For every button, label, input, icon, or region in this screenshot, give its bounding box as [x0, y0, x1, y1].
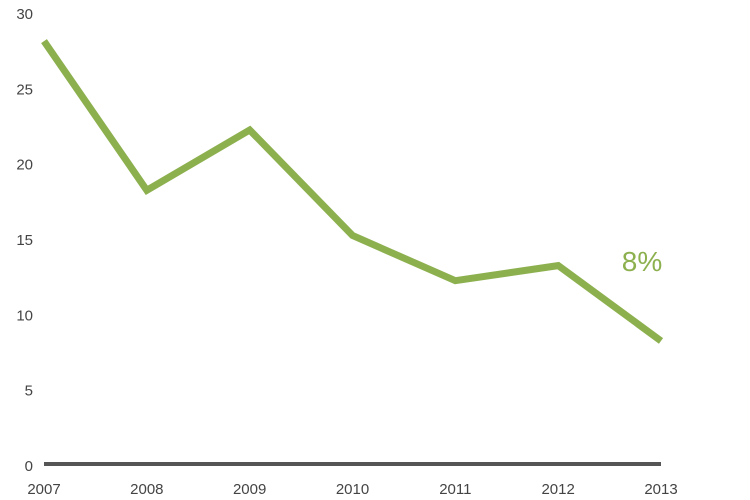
value-annotation: 8%: [622, 246, 662, 277]
y-tick-label: 10: [16, 307, 33, 324]
x-axis-ticks: 2007 2008 2009 2010 2011 2012 2013: [27, 481, 677, 498]
y-tick-label: 20: [16, 157, 33, 174]
y-tick-label: 25: [16, 81, 33, 98]
series-line: [41, 39, 664, 344]
x-tick-label: 2013: [644, 481, 677, 498]
x-tick-label: 2007: [27, 481, 60, 498]
y-tick-label: 15: [16, 232, 33, 249]
x-tick-label: 2012: [541, 481, 574, 498]
x-tick-label: 2009: [233, 481, 266, 498]
x-tick-label: 2010: [336, 481, 369, 498]
y-axis-ticks: 0 5 10 15 20 25 30: [16, 6, 33, 475]
y-tick-label: 0: [25, 458, 33, 475]
x-tick-label: 2008: [130, 481, 163, 498]
x-tick-label: 2011: [439, 481, 471, 498]
y-tick-label: 30: [16, 6, 33, 23]
data-points: [43, 41, 662, 342]
y-tick-label: 5: [25, 383, 33, 400]
